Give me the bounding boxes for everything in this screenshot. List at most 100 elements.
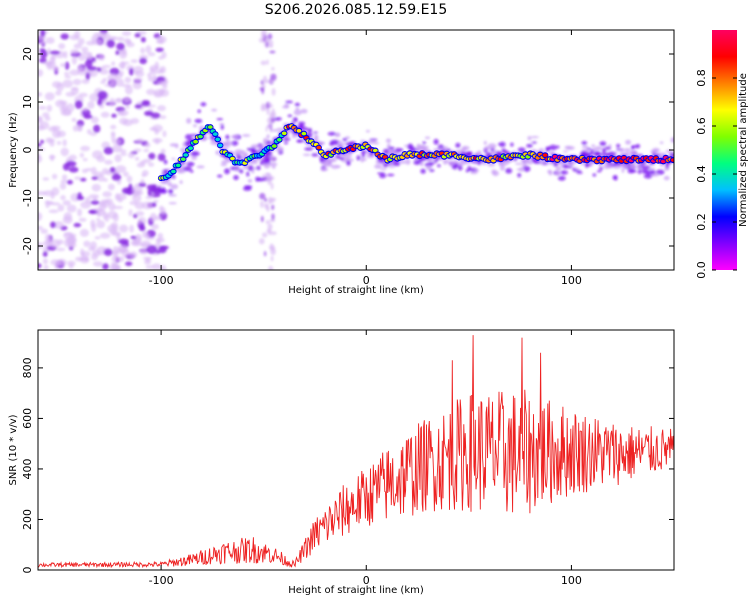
ridge-halo-blob <box>247 179 253 183</box>
ridge-halo-blob <box>242 166 250 170</box>
noise-blob <box>77 64 83 72</box>
streak-blob <box>268 44 274 48</box>
ridge-halo-blob <box>330 139 339 146</box>
ridge-halo-blob <box>501 148 506 154</box>
noise-blob <box>109 167 116 173</box>
y-tick-label: 0 <box>21 567 34 574</box>
noise-blob <box>61 174 68 181</box>
noise-blob <box>80 145 90 152</box>
noise-blob <box>158 245 167 254</box>
ridge-halo-blob <box>224 168 230 175</box>
streak-blob <box>270 156 277 162</box>
ridge-core <box>301 131 307 136</box>
noise-blob <box>96 220 106 229</box>
ridge-halo-blob <box>420 168 426 174</box>
noise-blob <box>47 138 56 143</box>
streak-blob <box>260 200 264 208</box>
noise-blob <box>45 37 55 44</box>
noise-blob <box>107 183 115 191</box>
snr-ylabel: SNR (10 * v/v) <box>8 414 19 485</box>
ridge-halo-blob <box>379 173 387 179</box>
noise-blob <box>145 195 154 200</box>
noise-blob <box>76 124 83 132</box>
ridge-halo-blob <box>470 171 478 175</box>
noise-blob <box>43 190 54 197</box>
streak-blob <box>265 126 268 132</box>
ridge-core <box>230 156 235 161</box>
ridge-halo-blob <box>437 164 441 168</box>
noise-blob <box>133 148 142 153</box>
ridge-halo-blob <box>659 163 665 167</box>
ridge-halo-blob <box>624 152 630 156</box>
noise-blob <box>80 201 92 209</box>
noise-blob <box>44 116 51 121</box>
ridge-halo-blob <box>171 157 176 160</box>
noise-blob <box>111 255 120 263</box>
ridge-halo-blob <box>523 165 531 172</box>
noise-blob <box>90 241 97 250</box>
ridge-halo-blob <box>383 148 390 155</box>
ridge-halo-blob <box>599 166 604 171</box>
noise-blob <box>90 219 96 228</box>
ridge-halo-blob <box>586 147 592 150</box>
streak-blob <box>269 112 275 117</box>
noise-blob <box>38 143 42 147</box>
noise-blob <box>51 173 58 180</box>
noise-blob <box>40 139 45 144</box>
noise-blob <box>91 35 97 42</box>
ridge-halo-blob <box>641 168 648 174</box>
ridge-halo-blob <box>220 163 227 167</box>
noise-blob <box>152 263 162 270</box>
noise-blob <box>70 49 79 55</box>
noise-blob <box>150 112 161 119</box>
ridge-halo-blob <box>670 137 674 143</box>
noise-blob <box>100 111 110 118</box>
ridge-core <box>215 137 221 142</box>
noise-blob <box>59 182 67 190</box>
ridge-halo-blob <box>197 109 201 113</box>
ridge-halo-blob <box>167 181 172 187</box>
ridge-halo-blob <box>455 142 461 148</box>
ridge-halo-blob <box>304 147 313 151</box>
streak-blob <box>261 87 265 95</box>
ridge-halo-blob <box>329 160 335 163</box>
noise-blob <box>140 179 145 184</box>
noise-blob <box>129 251 138 258</box>
ridge-halo-blob <box>163 159 168 165</box>
noise-blob <box>45 60 56 68</box>
ridge-halo-blob <box>650 150 656 153</box>
ridge-halo-blob <box>307 128 313 134</box>
ridge-halo-blob <box>356 155 361 161</box>
noise-blob <box>130 240 139 246</box>
ridge-halo-blob <box>344 158 354 163</box>
noise-blob <box>38 226 43 230</box>
noise-blob <box>154 128 159 135</box>
noise-blob <box>158 56 164 60</box>
ridge-halo-blob <box>327 131 337 136</box>
noise-blob <box>91 183 102 192</box>
noise-blob <box>73 222 82 228</box>
streak-blob <box>262 232 268 238</box>
noise-blob <box>117 111 126 116</box>
noise-blob <box>135 156 140 161</box>
noise-blob <box>56 82 64 92</box>
ridge-halo-blob <box>196 165 205 169</box>
streak-blob <box>264 197 268 202</box>
ridge-halo-blob <box>413 160 422 165</box>
ridge-halo-blob <box>477 162 482 166</box>
ridge-halo-blob <box>499 141 506 148</box>
ridge-halo-blob <box>594 146 603 151</box>
streak-blob <box>262 75 268 84</box>
noise-blob <box>128 68 134 76</box>
ridge-halo-blob <box>519 167 525 172</box>
noise-blob <box>51 125 61 131</box>
ridge-halo-blob <box>365 130 370 133</box>
ridge-halo-blob <box>637 169 642 175</box>
streak-blob <box>258 238 265 245</box>
ridge-halo-blob <box>387 173 395 177</box>
ridge-halo-blob <box>320 167 329 172</box>
ridge-halo-blob <box>276 127 284 131</box>
noise-blob <box>80 177 87 182</box>
noise-blob <box>78 217 87 222</box>
noise-blob <box>50 259 61 266</box>
